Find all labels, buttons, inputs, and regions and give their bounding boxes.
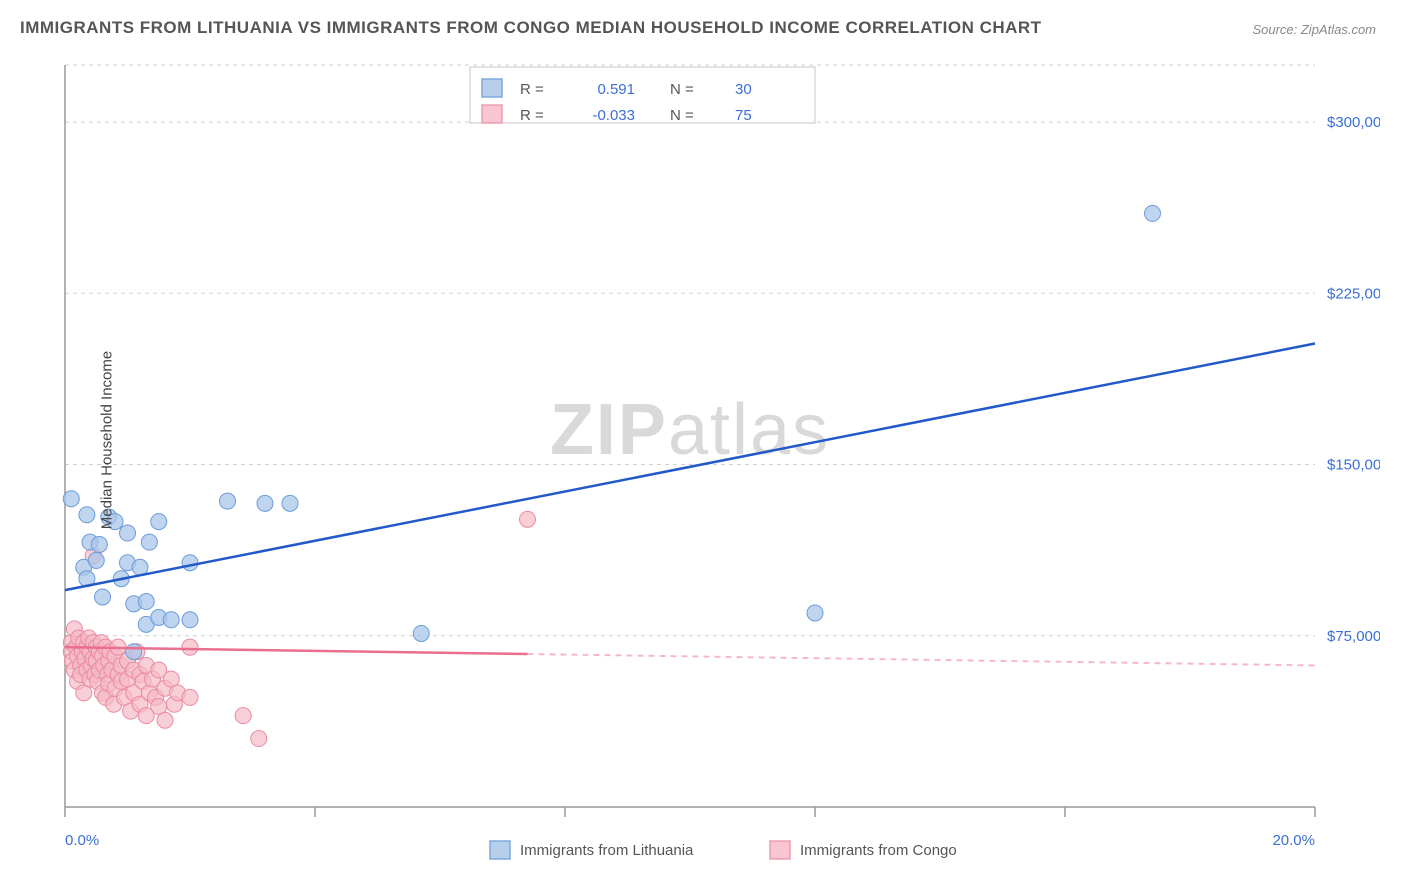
legend-r-label: R =: [520, 81, 544, 98]
y-axis-label: Median Household Income: [99, 351, 116, 529]
legend-n-value: 30: [735, 81, 752, 98]
data-point-lithuania: [257, 495, 273, 511]
x-tick-label: 0.0%: [65, 832, 99, 849]
data-point-congo: [520, 511, 536, 527]
source-attribution: Source: ZipAtlas.com: [1252, 22, 1376, 37]
y-tick-label: $150,000: [1327, 457, 1380, 474]
data-point-lithuania: [91, 536, 107, 552]
data-point-lithuania: [126, 644, 142, 660]
trend-line-lithuania: [65, 344, 1315, 591]
data-point-lithuania: [88, 552, 104, 568]
legend-r-value: -0.033: [592, 107, 635, 124]
data-point-lithuania: [151, 514, 167, 530]
data-point-lithuania: [413, 625, 429, 641]
legend-series-label: Immigrants from Congo: [800, 842, 957, 859]
data-point-lithuania: [141, 534, 157, 550]
data-point-lithuania: [120, 525, 136, 541]
correlation-chart-svg: $75,000 $150,000 $225,000 $300,000 ZIPatlas 0…: [50, 55, 1380, 875]
chart-area: Median Household Income $75,000 $150,000 $…: [50, 55, 1380, 825]
x-tick-label: 20.0%: [1272, 832, 1315, 849]
data-point-congo: [251, 731, 267, 747]
legend-n-label: N =: [670, 107, 694, 124]
legend-n-value: 75: [735, 107, 752, 124]
legend-r-value: 0.591: [597, 81, 635, 98]
data-point-congo: [157, 712, 173, 728]
data-point-lithuania: [1145, 205, 1161, 221]
legend-swatch: [482, 79, 502, 97]
data-point-lithuania: [163, 612, 179, 628]
watermark: ZIPatlas: [550, 390, 830, 470]
chart-title: IMMIGRANTS FROM LITHUANIA VS IMMIGRANTS …: [20, 18, 1042, 38]
data-point-lithuania: [220, 493, 236, 509]
data-point-lithuania: [138, 594, 154, 610]
data-point-lithuania: [182, 612, 198, 628]
legend-swatch: [490, 841, 510, 859]
data-point-congo: [182, 689, 198, 705]
data-point-lithuania: [182, 555, 198, 571]
y-tick-label: $75,000: [1327, 628, 1380, 645]
legend-series-label: Immigrants from Lithuania: [520, 842, 694, 859]
legend-swatch: [770, 841, 790, 859]
y-tick-label: $225,000: [1327, 285, 1380, 302]
data-point-lithuania: [63, 491, 79, 507]
trend-line-congo-extrapolated: [528, 654, 1316, 665]
data-point-congo: [235, 708, 251, 724]
legend-swatch: [482, 105, 502, 123]
legend-n-label: N =: [670, 81, 694, 98]
data-point-lithuania: [95, 589, 111, 605]
data-point-lithuania: [282, 495, 298, 511]
legend-r-label: R =: [520, 107, 544, 124]
data-point-congo: [182, 639, 198, 655]
data-point-lithuania: [79, 507, 95, 523]
y-tick-label: $300,000: [1327, 114, 1380, 131]
data-point-lithuania: [132, 559, 148, 575]
data-point-lithuania: [807, 605, 823, 621]
